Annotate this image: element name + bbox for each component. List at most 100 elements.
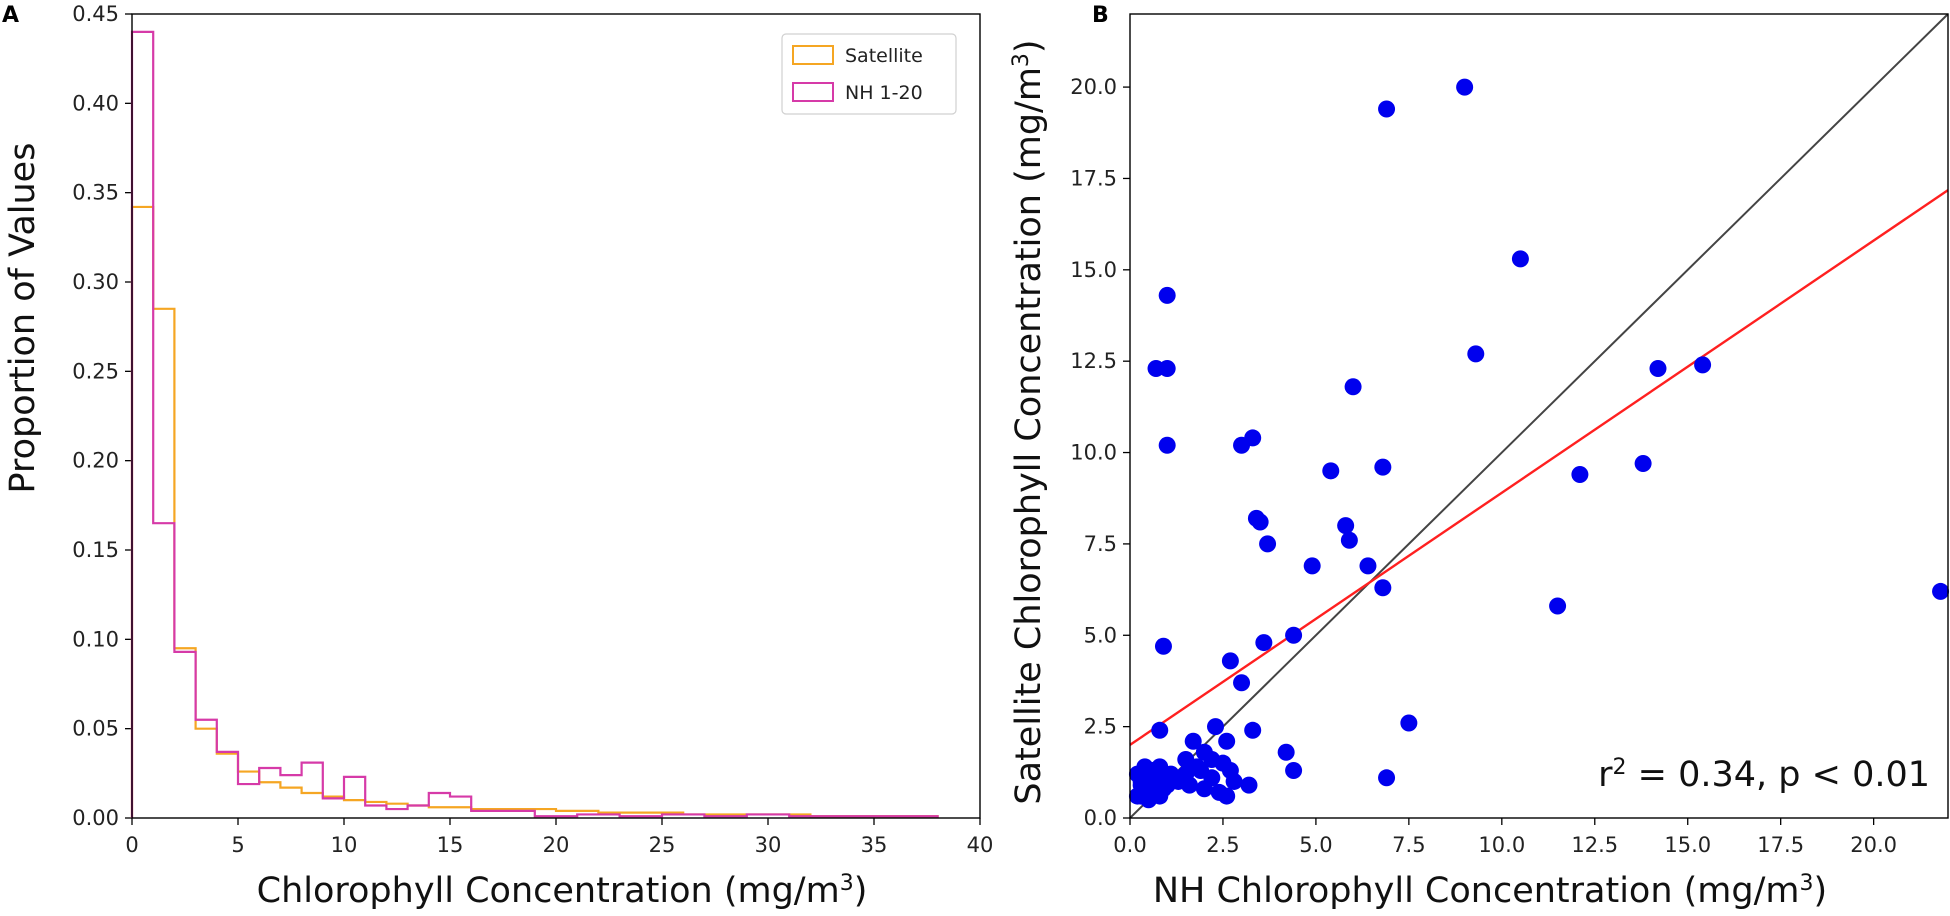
b-data-point [1400,714,1418,732]
a-y-tick-label: 0.30 [72,270,119,294]
a-x-tick-label: 15 [437,833,464,857]
panel-b-annotation: r2 = 0.34, p < 0.01 [1598,755,1930,795]
legend-swatch-nh [792,82,834,102]
b-data-point [1151,721,1169,739]
a-y-tick-label: 0.00 [72,806,119,830]
b-data-point [1344,378,1362,396]
panel-a-series [130,30,939,818]
b-data-point [1571,465,1589,483]
b-y-tick-label: 20.0 [1070,75,1117,99]
panel-b-lines [1129,13,1949,819]
b-data-point [1277,743,1295,761]
panel-a-histogram: A 0 5 10 15 20 25 30 35 40 0.00 0.05 0.10 0.15 0.20 0.… [2,2,993,911]
b-data-point [1221,652,1239,670]
b-y-tick-label: 12.5 [1070,349,1117,373]
b-data-point [1154,637,1172,655]
b-data-point [1244,429,1262,447]
panel-b-y-axis-label: Satellite Chlorophyll Concentration (mg/… [1009,39,1049,804]
annotation-r: r [1598,755,1613,795]
panel-a-x-label-sup: 3 [840,871,854,896]
b-data-point [1378,769,1396,787]
b-data-point [1511,250,1529,268]
b-data-point [1132,787,1150,805]
panel-a-label: A [2,3,19,28]
b-y-tick-label: 5.0 [1084,623,1117,647]
panel-a-legend: Satellite NH 1-20 [781,33,957,115]
b-data-point [1251,513,1269,531]
b-regression-line [1129,189,1949,746]
b-data-point [1233,674,1251,692]
b-y-tick-label: 2.5 [1084,715,1117,739]
b-data-point [1303,557,1321,575]
b-data-point [1244,721,1262,739]
a-y-tick-label: 0.25 [72,359,119,383]
panel-b-scatter: B 0.0 2.5 5.0 7.5 10.0 12.5 15.0 17.5 20.0 0.0 2.5… [1009,3,1950,911]
b-data-point [1240,776,1258,794]
b-data-point [1221,761,1239,779]
b-data-point [1259,535,1277,553]
panel-a-ticks: 0 5 10 15 20 25 30 35 40 0.00 0.05 0.10 0.15 0.20 0.25… [72,2,993,857]
b-data-point [1158,286,1176,304]
a-x-tick-label: 20 [543,833,570,857]
b-data-point [1158,436,1176,454]
b-data-point [1374,458,1392,476]
a-y-tick-label: 0.20 [72,449,119,473]
a-x-tick-label: 5 [231,833,244,857]
b-data-point [1158,359,1176,377]
a-y-tick-label: 0.05 [72,717,119,741]
b-data-point [1634,455,1652,473]
panel-a-x-label-main: Chlorophyll Concentration (mg/m [257,871,840,911]
a-y-tick-label: 0.45 [72,2,119,26]
legend-label-nh: NH 1-20 [845,82,923,104]
b-one-to-one-line [1129,13,1949,819]
b-x-tick-label: 7.5 [1392,833,1425,857]
b-data-point [1340,531,1358,549]
b-data-point [1337,517,1355,535]
legend-box [781,33,957,115]
b-x-tick-label: 10.0 [1478,833,1525,857]
panel-b-y-label-close: ) [1009,39,1049,53]
a-x-tick-label: 0 [125,833,138,857]
panel-b-label: B [1092,3,1109,28]
b-data-point [1456,78,1474,96]
a-x-tick-label: 10 [331,833,358,857]
b-data-point [1203,751,1221,769]
annotation-r-sup: 2 [1613,755,1627,780]
b-data-point [1207,718,1225,736]
panel-b-points [1128,78,1950,809]
b-data-point [1180,776,1198,794]
b-data-point [1192,761,1210,779]
a-x-tick-label: 40 [967,833,994,857]
panel-b-x-axis-label: NH Chlorophyll Concentration (mg/m3) [1153,871,1827,911]
a-series-satellite [130,205,939,818]
b-data-point [1218,787,1236,805]
b-data-point [1467,345,1485,363]
annotation-rest: = 0.34, p < 0.01 [1627,755,1930,795]
b-x-tick-label: 12.5 [1571,833,1618,857]
a-series-nh [130,30,939,818]
b-data-point [1285,761,1303,779]
panel-b-x-label-close: ) [1814,871,1828,911]
panel-b-y-label-main: Satellite Chlorophyll Concentration (mg/… [1009,67,1049,805]
a-x-tick-label: 25 [649,833,676,857]
panel-b-x-label-sup: 3 [1800,871,1814,896]
b-y-tick-label: 7.5 [1084,532,1117,556]
panel-a-x-label-close: ) [854,871,868,911]
b-x-tick-label: 15.0 [1664,833,1711,857]
b-x-tick-label: 2.5 [1206,833,1239,857]
panel-b-ticks: 0.0 2.5 5.0 7.5 10.0 12.5 15.0 17.5 20.0 0.0 2.5 5.… [1070,75,1897,857]
b-data-point [1154,780,1172,798]
panel-b-y-label-sup: 3 [1009,53,1034,67]
panel-a-y-axis-label: Proportion of Values [3,143,43,494]
legend-label-satellite: Satellite [845,45,923,67]
b-data-point [1649,359,1667,377]
panel-b-x-label-main: NH Chlorophyll Concentration (mg/m [1153,871,1800,911]
b-data-point [1932,582,1950,600]
panel-b-axes-frame [1129,13,1949,819]
b-x-tick-label: 0.0 [1113,833,1146,857]
b-x-tick-label: 17.5 [1757,833,1804,857]
b-data-point [1177,751,1195,769]
b-y-tick-label: 17.5 [1070,166,1117,190]
b-data-point [1143,769,1161,787]
